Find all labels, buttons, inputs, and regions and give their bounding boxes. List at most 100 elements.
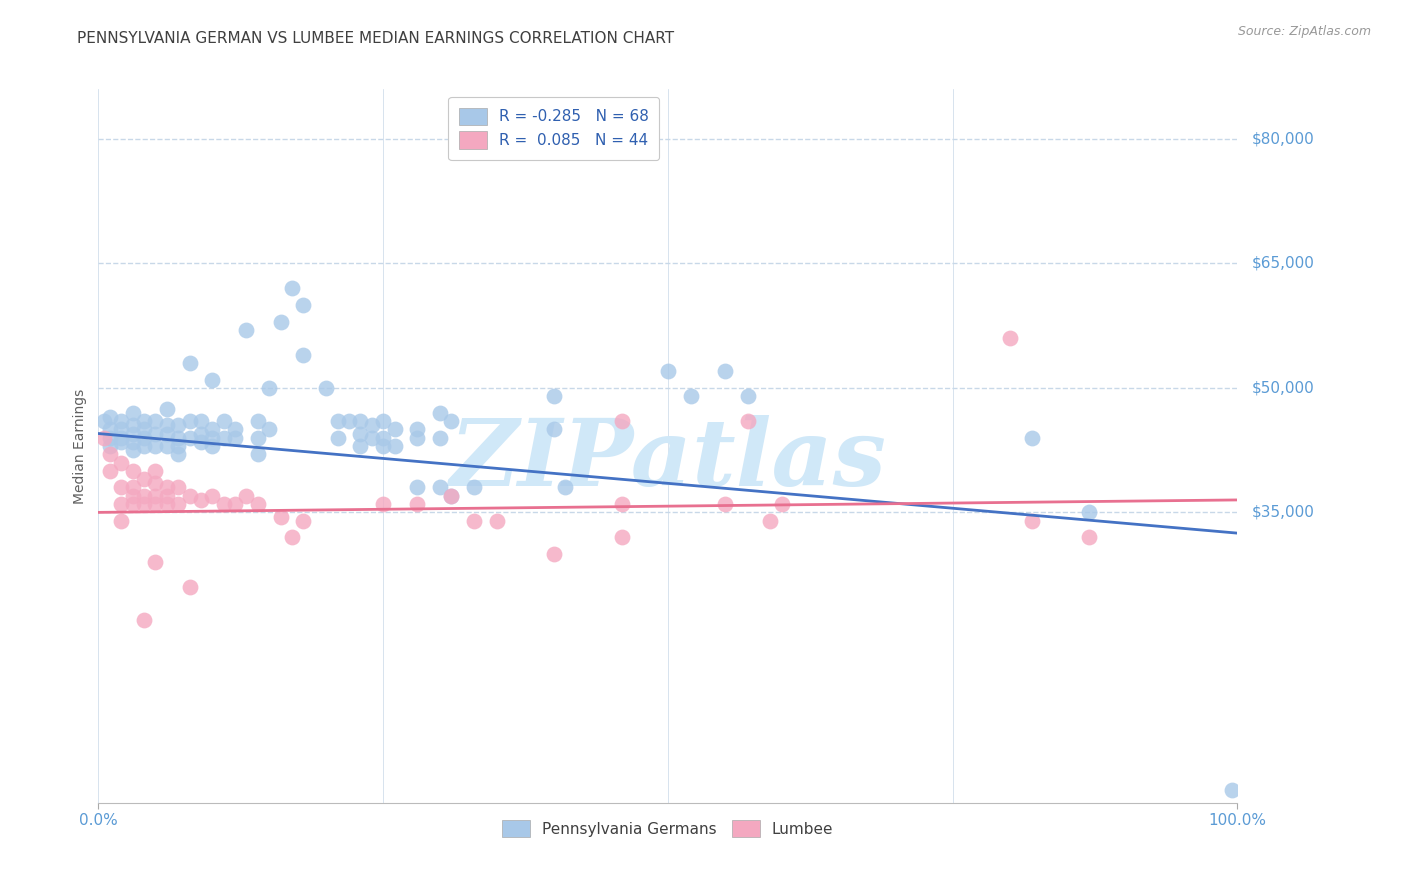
Point (292, 298, 315, 312)
Y-axis label: Median Earnings: Median Earnings (73, 388, 87, 504)
Point (440, 489, 463, 503)
Point (190, 492, 212, 507)
Point (121, 481, 143, 495)
Point (167, 447, 190, 461)
Point (384, 439, 406, 453)
Point (270, 509, 292, 524)
Point (132, 422, 155, 436)
Point (212, 431, 235, 445)
Point (179, 489, 201, 503)
Point (98, 431, 121, 445)
Point (132, 414, 155, 428)
Point (132, 489, 155, 503)
Point (121, 434, 143, 449)
Point (429, 406, 451, 420)
Point (440, 414, 463, 428)
Point (246, 414, 269, 428)
Point (657, 364, 679, 378)
Point (371, 431, 394, 445)
Point (93, 414, 115, 428)
Point (1021, 431, 1043, 445)
Point (121, 464, 143, 478)
Text: PENNSYLVANIA GERMAN VS LUMBEE MEDIAN EARNINGS CORRELATION CHART: PENNSYLVANIA GERMAN VS LUMBEE MEDIAN EAR… (77, 31, 675, 46)
Point (281, 281, 304, 295)
Point (270, 314, 292, 328)
Point (167, 481, 190, 495)
Point (612, 530, 634, 544)
Point (246, 431, 269, 445)
Point (463, 481, 485, 495)
Point (179, 414, 201, 428)
Point (360, 431, 382, 445)
Point (201, 373, 224, 387)
Point (281, 530, 304, 544)
Point (349, 414, 371, 428)
Point (110, 456, 132, 470)
Point (292, 348, 315, 362)
Point (190, 426, 212, 441)
Point (292, 514, 315, 528)
Point (201, 439, 224, 453)
Point (121, 497, 143, 511)
Point (998, 331, 1021, 345)
Point (167, 431, 190, 445)
Point (543, 422, 565, 436)
Point (737, 389, 759, 403)
Point (212, 414, 235, 428)
Point (429, 431, 451, 445)
Point (554, 481, 576, 495)
Point (98, 422, 121, 436)
Point (121, 418, 143, 433)
Point (145, 464, 167, 478)
Point (259, 381, 281, 395)
Text: $50,000: $50,000 (1253, 380, 1315, 395)
Point (360, 418, 382, 433)
Point (132, 613, 155, 627)
Text: Source: ZipAtlas.com: Source: ZipAtlas.com (1237, 25, 1371, 38)
Point (246, 447, 269, 461)
Point (156, 426, 179, 441)
Point (121, 426, 143, 441)
Point (224, 422, 246, 436)
Point (93, 431, 115, 445)
Point (145, 476, 167, 491)
Point (612, 497, 634, 511)
Point (679, 389, 702, 403)
Point (190, 414, 212, 428)
Point (371, 439, 394, 453)
Point (156, 418, 179, 433)
Point (179, 356, 201, 370)
Point (132, 472, 155, 486)
Point (98, 409, 121, 424)
Point (429, 481, 451, 495)
Point (406, 497, 429, 511)
Point (201, 431, 224, 445)
Point (384, 422, 406, 436)
Point (167, 418, 190, 433)
Point (235, 323, 257, 337)
Point (110, 422, 132, 436)
Point (145, 414, 167, 428)
Point (110, 414, 132, 428)
Point (224, 497, 246, 511)
Point (1078, 505, 1101, 519)
Point (1220, 783, 1243, 797)
Point (167, 439, 190, 453)
Point (1078, 530, 1101, 544)
Point (737, 414, 759, 428)
Text: ZIPatlas: ZIPatlas (450, 416, 886, 505)
Point (326, 431, 349, 445)
Point (212, 497, 235, 511)
Point (145, 555, 167, 569)
Point (315, 381, 337, 395)
Point (463, 514, 485, 528)
Point (156, 481, 179, 495)
Point (121, 443, 143, 458)
Point (770, 497, 793, 511)
Point (145, 497, 167, 511)
Point (406, 481, 429, 495)
Point (612, 414, 634, 428)
Point (235, 489, 257, 503)
Point (110, 434, 132, 449)
Legend: Pennsylvania Germans, Lumbee: Pennsylvania Germans, Lumbee (495, 813, 841, 845)
